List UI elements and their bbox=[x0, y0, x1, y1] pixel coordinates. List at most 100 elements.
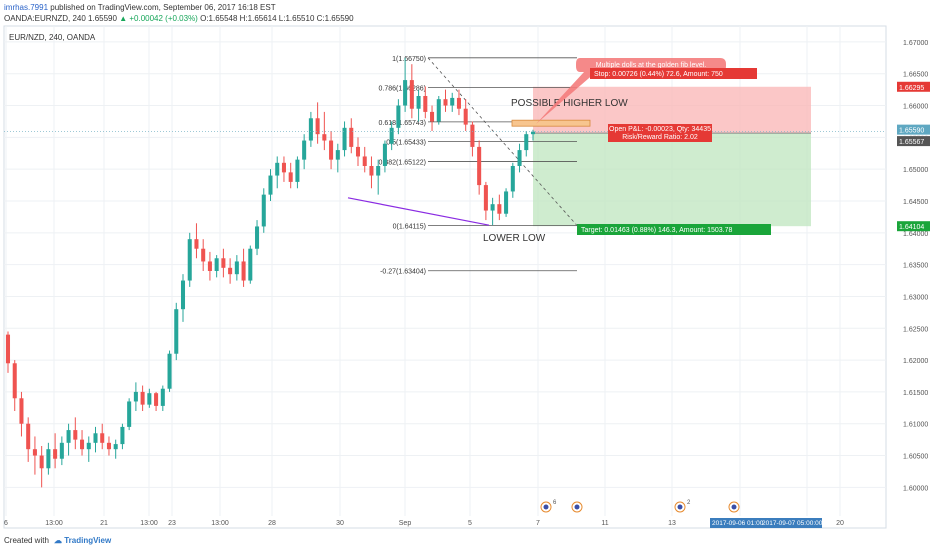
candle-body bbox=[194, 239, 199, 249]
quote-line: OANDA:EURNZD, 240 1.65590 ▲ +0.00042 (+0… bbox=[4, 13, 354, 24]
candle bbox=[113, 439, 118, 459]
candle-body bbox=[187, 239, 192, 281]
candle-body bbox=[106, 442, 111, 450]
candle-body bbox=[201, 248, 206, 262]
candle bbox=[127, 398, 132, 431]
candle bbox=[315, 102, 320, 144]
candle-body bbox=[140, 391, 145, 405]
tradingview-logo[interactable]: ☁ TradingView bbox=[54, 536, 112, 545]
last-price-tag-box bbox=[897, 124, 930, 135]
candle bbox=[342, 121, 347, 157]
y-tick-label: 1.64500 bbox=[903, 199, 928, 206]
x-tick-label: 7 bbox=[536, 520, 540, 527]
created-with-label: Created with bbox=[4, 536, 49, 545]
candle-body bbox=[207, 261, 212, 271]
event-badge-icon[interactable]: 2 bbox=[674, 500, 691, 513]
candle bbox=[167, 350, 172, 392]
candle bbox=[362, 146, 367, 173]
entry-price-tag: 1.65567 bbox=[899, 139, 924, 146]
event-badge-dot bbox=[574, 504, 580, 510]
candle-body bbox=[133, 391, 138, 402]
target-label: Target: 0.01463 (0.88%) 146.3, Amount: 1… bbox=[581, 227, 732, 234]
chart-title: EUR/NZD, 240, OANDA bbox=[9, 33, 96, 42]
candle bbox=[214, 255, 219, 278]
up-arrow-icon: ▲ bbox=[119, 14, 128, 23]
y-tick-label: 1.61000 bbox=[903, 422, 928, 429]
candle bbox=[255, 220, 260, 256]
candle-body bbox=[409, 80, 414, 109]
event-badge-icon[interactable] bbox=[728, 501, 740, 513]
candle bbox=[382, 140, 387, 173]
event-badge-icon[interactable]: 6 bbox=[540, 500, 557, 513]
candle-body bbox=[342, 127, 347, 151]
y-tick-label: 1.61500 bbox=[903, 390, 928, 397]
candle-body bbox=[483, 185, 488, 211]
candle-body bbox=[362, 156, 367, 166]
candle bbox=[133, 382, 138, 411]
y-tick-label: 1.62000 bbox=[903, 358, 928, 365]
candle bbox=[308, 111, 313, 147]
stop-label: Stop: 0.00726 (0.44%) 72.6, Amount: 750 bbox=[594, 71, 723, 78]
candle-body bbox=[174, 309, 179, 354]
candle-body bbox=[403, 80, 408, 106]
candle bbox=[409, 64, 414, 119]
candle-body bbox=[275, 162, 280, 176]
candle bbox=[510, 162, 515, 198]
candle-body bbox=[100, 433, 105, 443]
target-zone bbox=[533, 133, 811, 227]
candle bbox=[194, 223, 199, 259]
candle bbox=[355, 137, 361, 166]
fib-level-label: -0.27(1.63404) bbox=[380, 269, 426, 276]
candle-body bbox=[396, 105, 401, 128]
candle bbox=[66, 423, 71, 456]
callout-bubble bbox=[536, 58, 726, 124]
candle bbox=[490, 197, 495, 226]
candle bbox=[376, 159, 381, 195]
stop-price-tag-box bbox=[897, 81, 930, 92]
date-label-end: 2017-09-07 05:00:00 bbox=[762, 520, 823, 527]
candle-body bbox=[180, 280, 186, 310]
symbol-label: OANDA:EURNZD, 240 bbox=[4, 14, 86, 23]
candle-body bbox=[524, 134, 529, 151]
x-tick-label: 13:00 bbox=[140, 520, 158, 527]
candle-body bbox=[490, 204, 495, 211]
candle bbox=[261, 188, 266, 233]
candle bbox=[248, 245, 253, 284]
candle-body bbox=[255, 226, 260, 249]
candle-body bbox=[450, 97, 455, 106]
candle bbox=[154, 391, 159, 411]
candle-body bbox=[39, 455, 44, 469]
y-tick-label: 1.62500 bbox=[903, 326, 928, 333]
x-tick-label: 30 bbox=[336, 520, 344, 527]
author-link[interactable]: imrhas.7991 bbox=[4, 3, 49, 12]
fib-level-label: 0.5(1.65433) bbox=[386, 140, 426, 147]
candle-body bbox=[93, 433, 98, 443]
candle bbox=[234, 255, 239, 281]
candle-body bbox=[160, 388, 165, 406]
x-tick-label: 20 bbox=[836, 520, 844, 527]
candle-body bbox=[295, 159, 300, 182]
candle bbox=[39, 446, 44, 488]
candle-body bbox=[389, 127, 394, 144]
target-price-tag: 1.64104 bbox=[899, 224, 924, 231]
candle-body bbox=[376, 166, 381, 176]
candle-body bbox=[349, 127, 354, 147]
candle bbox=[59, 436, 64, 466]
candle bbox=[140, 385, 145, 411]
candle-body bbox=[127, 401, 132, 427]
candle bbox=[416, 89, 421, 122]
last-price-tag: 1.65590 bbox=[899, 128, 924, 135]
candle-body bbox=[26, 423, 31, 450]
candle-body bbox=[32, 449, 37, 456]
fib-trend-line bbox=[427, 57, 578, 226]
x-tick-label: 6 bbox=[4, 520, 8, 527]
candle bbox=[93, 426, 98, 453]
header: imrhas.7991 published on TradingView.com… bbox=[0, 0, 932, 26]
candle bbox=[295, 156, 300, 189]
candle-body bbox=[12, 363, 17, 399]
candle-body bbox=[19, 398, 24, 424]
risk-reward-label: Risk/Reward Ratio: 2.02 bbox=[622, 134, 698, 141]
candle bbox=[403, 57, 408, 112]
event-badge-icon[interactable] bbox=[571, 501, 583, 513]
